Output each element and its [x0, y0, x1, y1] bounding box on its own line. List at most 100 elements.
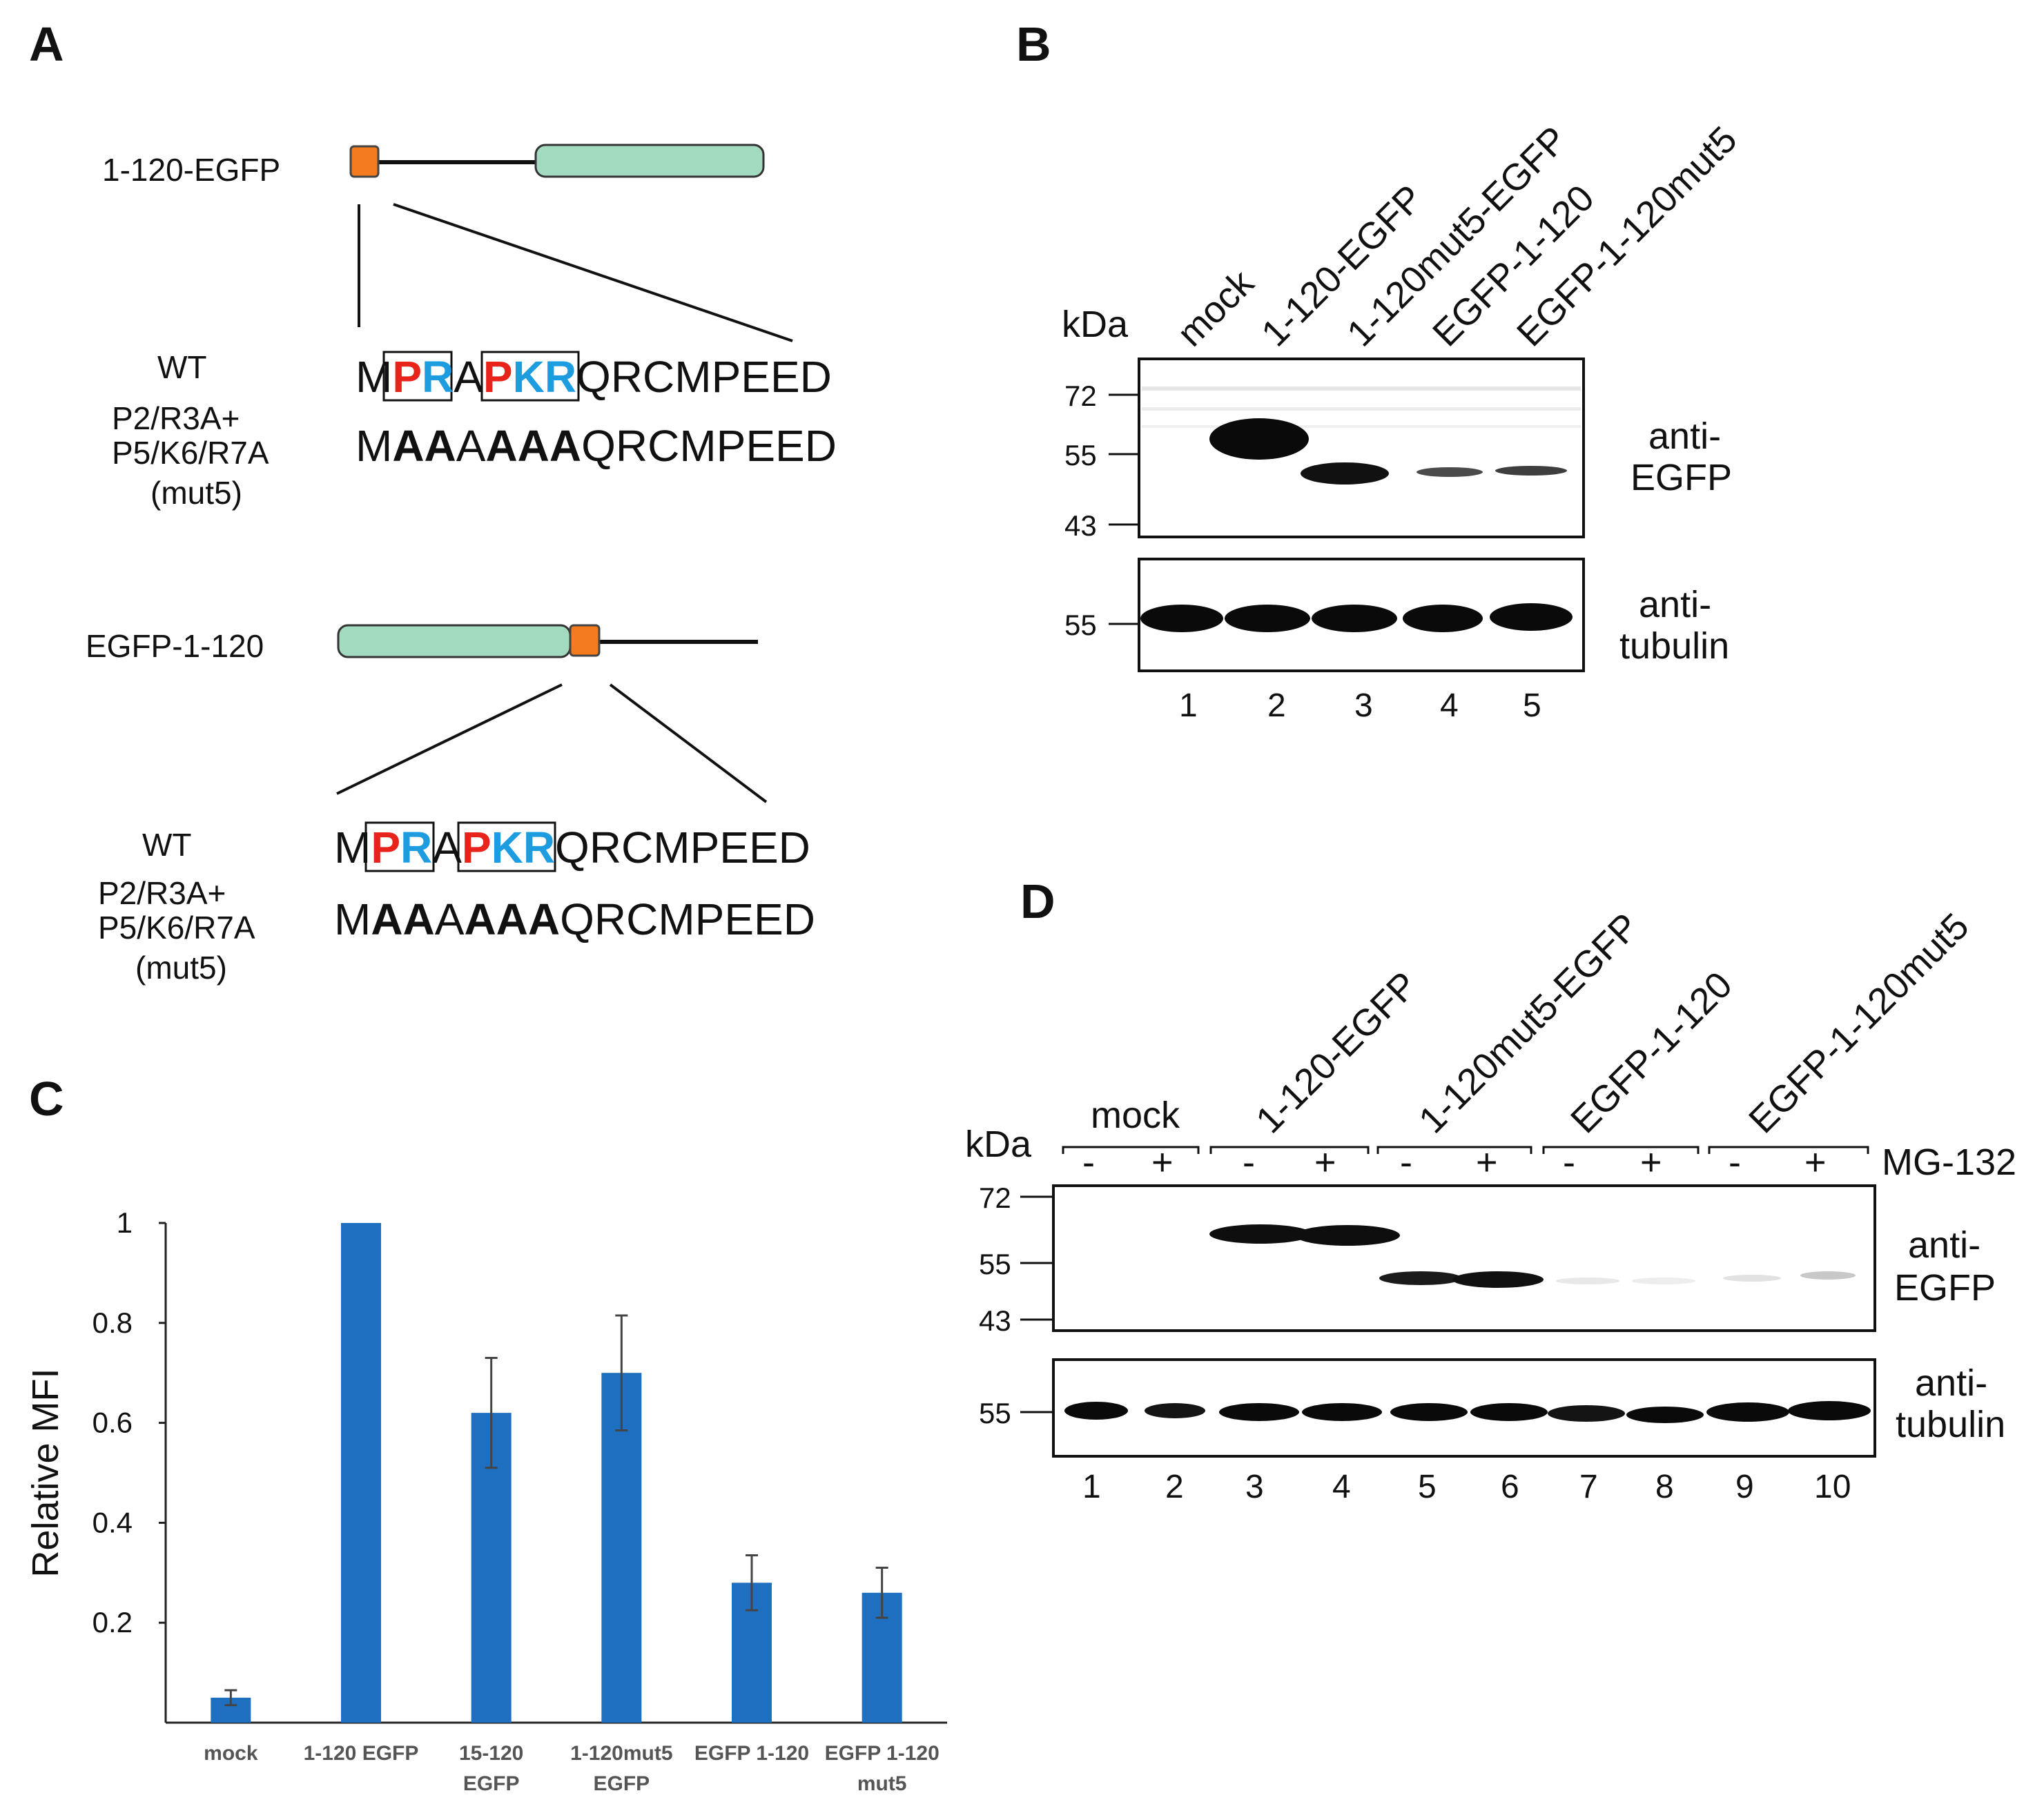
treatment-sign: +: [1151, 1142, 1174, 1183]
band: [1219, 1403, 1299, 1421]
motif-box-2: [480, 351, 580, 402]
lane-number: 7: [1579, 1469, 1598, 1505]
blot-b-top: [1138, 358, 1585, 538]
y-tick-label: 0.2: [93, 1606, 133, 1638]
band: [1145, 1403, 1205, 1418]
category-label: mock: [204, 1742, 258, 1765]
marker-label: 72: [979, 1182, 1011, 1214]
motif-box-2: [457, 821, 556, 872]
mut-label-1b: P5/K6/R7A: [112, 435, 269, 471]
category-label: 15-120: [459, 1742, 523, 1765]
category-label: EGFP: [463, 1772, 520, 1795]
markers-b-top: 72 55 43: [1064, 380, 1139, 542]
band: [1548, 1405, 1625, 1422]
blot-frame: [1138, 358, 1585, 538]
antibody-label: EGFP: [1894, 1267, 1996, 1309]
y-tick-label: 1: [117, 1206, 133, 1239]
antibody-label: tubulin: [1896, 1404, 2005, 1445]
band-lane5: [1495, 466, 1567, 476]
construct2-diagram: [336, 624, 768, 803]
band: [1470, 1403, 1548, 1421]
treatment-label: MG-132: [1882, 1142, 2016, 1183]
band-lane6: [1452, 1271, 1544, 1288]
band: [1225, 605, 1310, 632]
mut-label-2a: P2/R3A+: [98, 875, 226, 911]
treatment-sign: -: [1563, 1142, 1575, 1183]
construct1-diagram: [349, 144, 793, 342]
lane-numbers-d: 1 2 3 4 5 6 7 8 9 10: [1082, 1469, 1851, 1505]
lane-number: 1: [1082, 1469, 1101, 1505]
band: [1706, 1402, 1789, 1422]
lane-number: 2: [1267, 687, 1286, 724]
nls-box: [569, 624, 601, 657]
zoom-line-right: [393, 203, 793, 342]
construct2-label: EGFP-1-120: [86, 628, 264, 664]
antibody-label: anti-: [1915, 1362, 1987, 1404]
lane-number: 6: [1501, 1469, 1519, 1505]
egfp-box: [534, 144, 765, 178]
mut-label-1a: P2/R3A+: [112, 400, 240, 436]
antibody-label: anti-: [1648, 415, 1721, 457]
treatment-sign: -: [1243, 1142, 1255, 1183]
mut-label-2b: P5/K6/R7A: [98, 910, 255, 946]
antibody-label: tubulin: [1619, 625, 1729, 667]
y-axis-label: Relative MFI: [25, 1368, 66, 1577]
lane-number: 9: [1735, 1469, 1754, 1505]
band-lane4: [1417, 467, 1483, 477]
category-label: 1-120mut5: [570, 1742, 672, 1765]
band: [1064, 1402, 1128, 1420]
band-lane10: [1800, 1271, 1856, 1280]
group-label: EGFP-1-120mut5: [1741, 906, 1977, 1142]
group-label: 1-120-EGFP: [1248, 964, 1425, 1142]
lane-number: 3: [1245, 1469, 1264, 1505]
wt-sequence-1: MPRAPKRQRCMPEED: [356, 351, 832, 402]
panel-a-letter: A: [29, 17, 64, 71]
band-lane3: [1301, 462, 1389, 484]
band-lane8: [1632, 1278, 1695, 1284]
panel-b-lane-labels: mock 1-120-EGFP 1-120mut5-EGFP EGFP-1-12…: [1169, 119, 1745, 355]
category-label: mut5: [857, 1772, 907, 1795]
lane-number: 2: [1165, 1469, 1184, 1505]
motif-box-1: [364, 821, 435, 872]
y-tick-label: 0.6: [93, 1407, 133, 1439]
lane-number: 8: [1655, 1469, 1674, 1505]
panel-d-letter: D: [1020, 874, 1055, 928]
panel-b-letter: B: [1016, 17, 1051, 71]
group-label: mock: [1091, 1095, 1180, 1136]
treatment-sign: +: [1640, 1142, 1662, 1183]
band-lane7: [1556, 1278, 1619, 1284]
treatment-sign: -: [1729, 1142, 1741, 1183]
marker-label: 55: [979, 1397, 1011, 1429]
treatment-sign: +: [1804, 1142, 1827, 1183]
category-label: 1-120 EGFP: [304, 1742, 419, 1765]
zoom-line-left: [336, 683, 563, 795]
panel-d-group-labels: mock 1-120-EGFP 1-120mut5-EGFP EGFP-1-12…: [1091, 906, 1977, 1142]
lane-number: 5: [1418, 1469, 1437, 1505]
treatment-sign: -: [1400, 1142, 1412, 1183]
background-band: [1142, 425, 1581, 428]
antibody-label: anti-: [1908, 1224, 1980, 1266]
sequence-text: MPRAPKRQRCMPEED: [334, 823, 810, 872]
lane-number: 5: [1523, 687, 1541, 724]
lane-number: 4: [1332, 1469, 1351, 1505]
sequence-text: MPRAPKRQRCMPEED: [356, 352, 832, 402]
lane-numbers-b: 1 2 3 4 5: [1179, 687, 1541, 724]
category-label: EGFP 1-120: [694, 1742, 809, 1765]
marker-label: 55: [979, 1248, 1011, 1280]
band: [1788, 1401, 1871, 1420]
zoom-line-right: [609, 683, 768, 803]
band-lane2: [1209, 418, 1309, 460]
markers-d-top: 72 55 43: [979, 1182, 1053, 1337]
panel-c-letter: C: [29, 1072, 64, 1126]
blot-b-bottom: [1138, 558, 1585, 672]
band: [1302, 1403, 1382, 1421]
blot-frame: [1052, 1184, 1876, 1332]
band: [1490, 603, 1573, 631]
marker-label: 43: [1064, 509, 1097, 542]
treatment-sign: +: [1314, 1142, 1336, 1183]
lane-number: 3: [1354, 687, 1373, 724]
band: [1140, 605, 1223, 632]
band: [1403, 605, 1483, 632]
egfp-box: [337, 624, 572, 658]
